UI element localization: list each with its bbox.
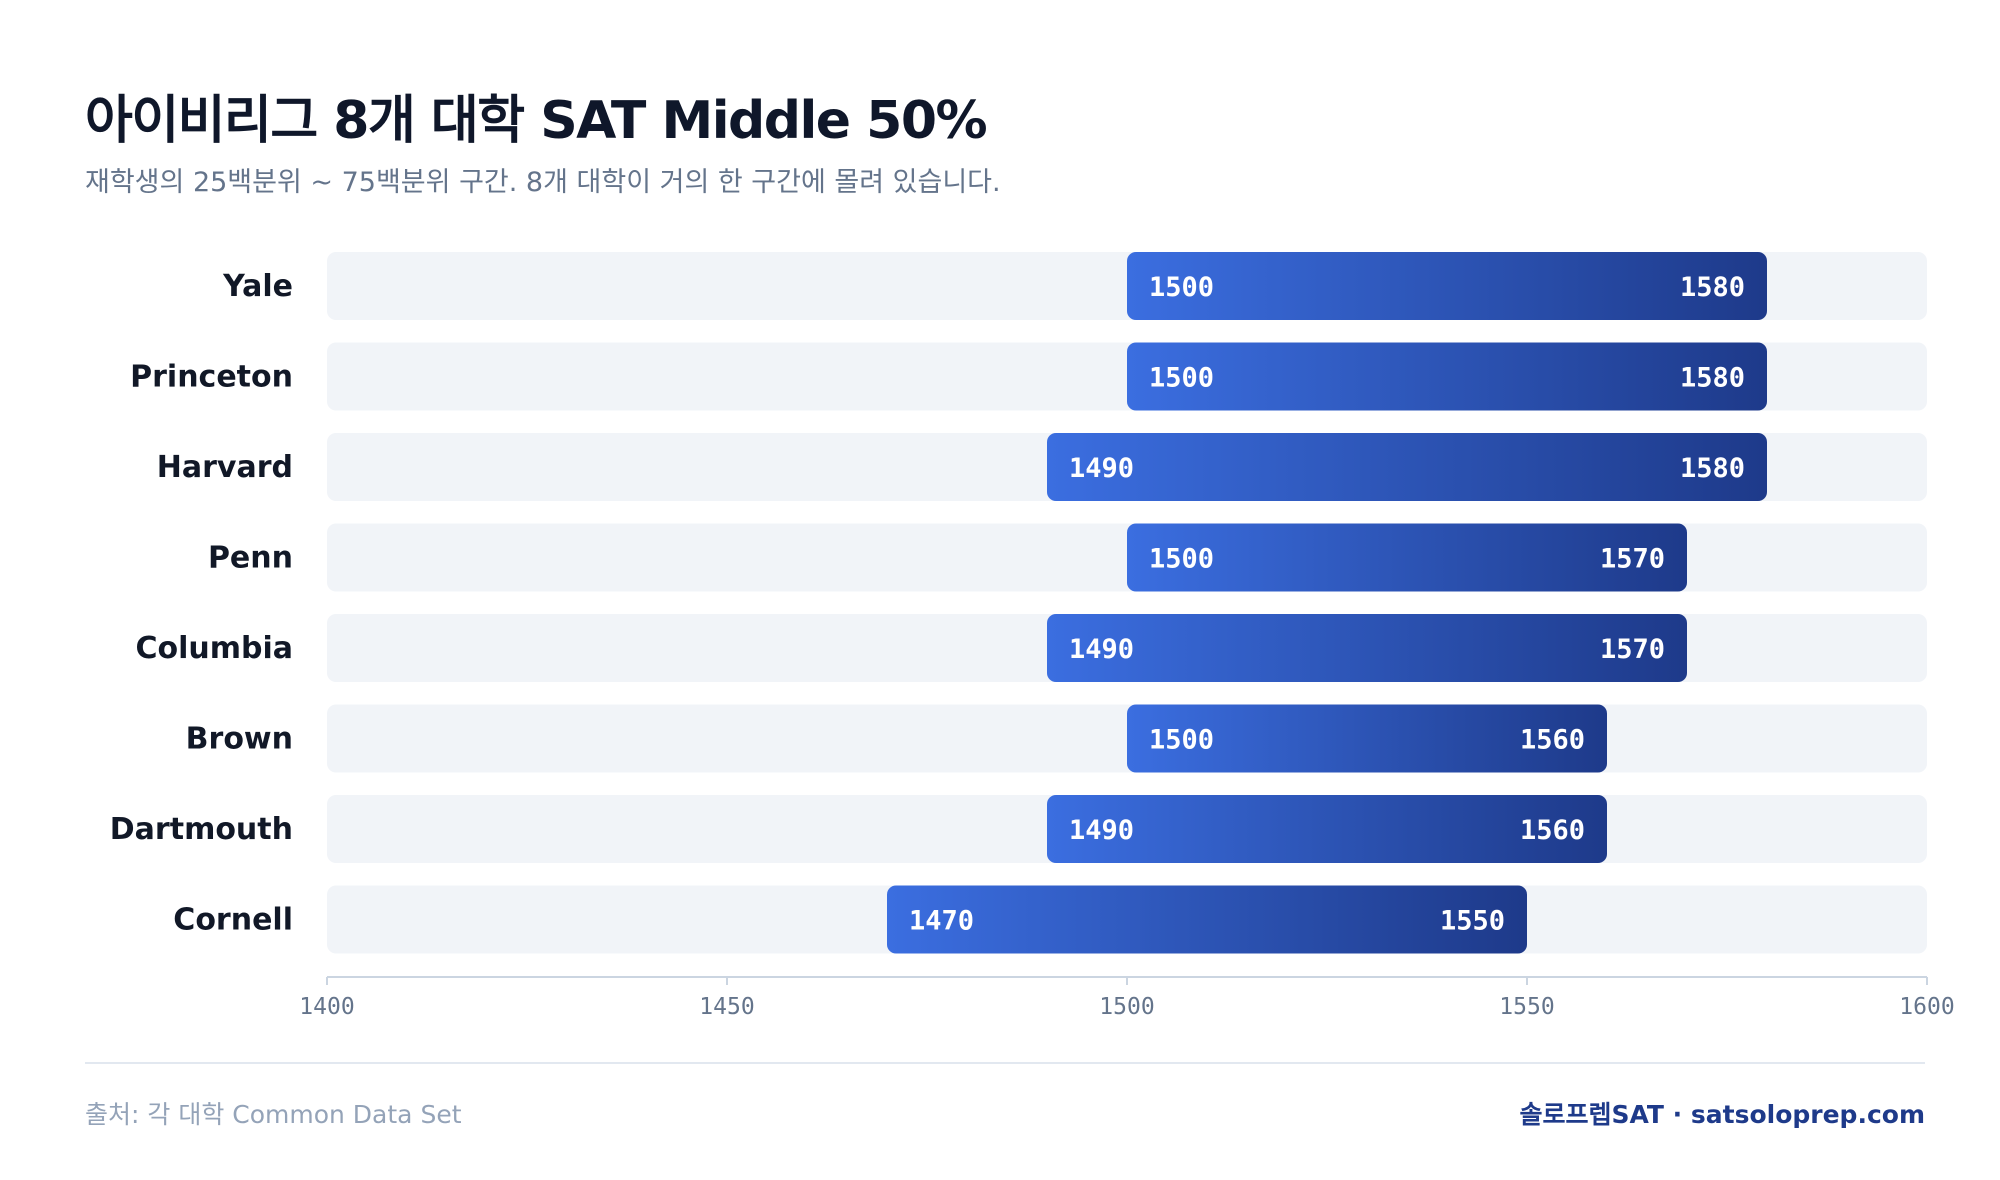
high-value-label: 1580 [1680, 363, 1745, 394]
chart-subtitle: 재학생의 25백분위 ~ 75백분위 구간. 8개 대학이 거의 한 구간에 몰… [85, 167, 1001, 198]
range-bar [1047, 795, 1607, 863]
row-label: Yale [222, 269, 293, 304]
row-label: Penn [208, 541, 293, 576]
x-tick-label: 1550 [1499, 994, 1554, 1020]
high-value-label: 1580 [1680, 453, 1745, 484]
range-bar [1127, 252, 1767, 320]
low-value-label: 1490 [1069, 815, 1134, 846]
brand-link[interactable]: 솔로프렙SAT · satsoloprep.com [1519, 1100, 1926, 1129]
range-bar [1127, 523, 1687, 592]
high-value-label: 1570 [1600, 634, 1665, 665]
x-tick-label: 1450 [699, 994, 754, 1020]
low-value-label: 1470 [909, 906, 974, 937]
low-value-label: 1490 [1069, 453, 1134, 484]
row-label: Brown [186, 722, 293, 757]
high-value-label: 1580 [1680, 272, 1745, 303]
range-bar [887, 885, 1527, 954]
low-value-label: 1500 [1149, 725, 1214, 756]
row-label: Cornell [173, 903, 293, 938]
x-tick-label: 1400 [299, 994, 354, 1020]
range-bar [1127, 342, 1767, 411]
range-bar [1047, 614, 1687, 682]
row-label: Harvard [157, 450, 293, 485]
range-bar [1127, 704, 1607, 773]
row-label: Princeton [130, 360, 293, 395]
row-label: Dartmouth [110, 812, 293, 847]
footer-divider [85, 1062, 1925, 1064]
high-value-label: 1560 [1520, 815, 1585, 846]
row-label: Columbia [135, 631, 293, 666]
x-tick-label: 1600 [1899, 994, 1954, 1020]
source-note: 출처: 각 대학 Common Data Set [85, 1100, 462, 1129]
chart-title: 아이비리그 8개 대학 SAT Middle 50% [85, 91, 988, 151]
low-value-label: 1500 [1149, 544, 1214, 575]
range-bar [1047, 433, 1767, 501]
low-value-label: 1500 [1149, 272, 1214, 303]
x-tick-label: 1500 [1099, 994, 1154, 1020]
low-value-label: 1500 [1149, 363, 1214, 394]
low-value-label: 1490 [1069, 634, 1134, 665]
high-value-label: 1570 [1600, 544, 1665, 575]
high-value-label: 1560 [1520, 725, 1585, 756]
range-bar-chart: Yale 1500 1580 Princeton 1500 1580 Harvard 1490… [110, 252, 1955, 1020]
high-value-label: 1550 [1440, 906, 1505, 937]
